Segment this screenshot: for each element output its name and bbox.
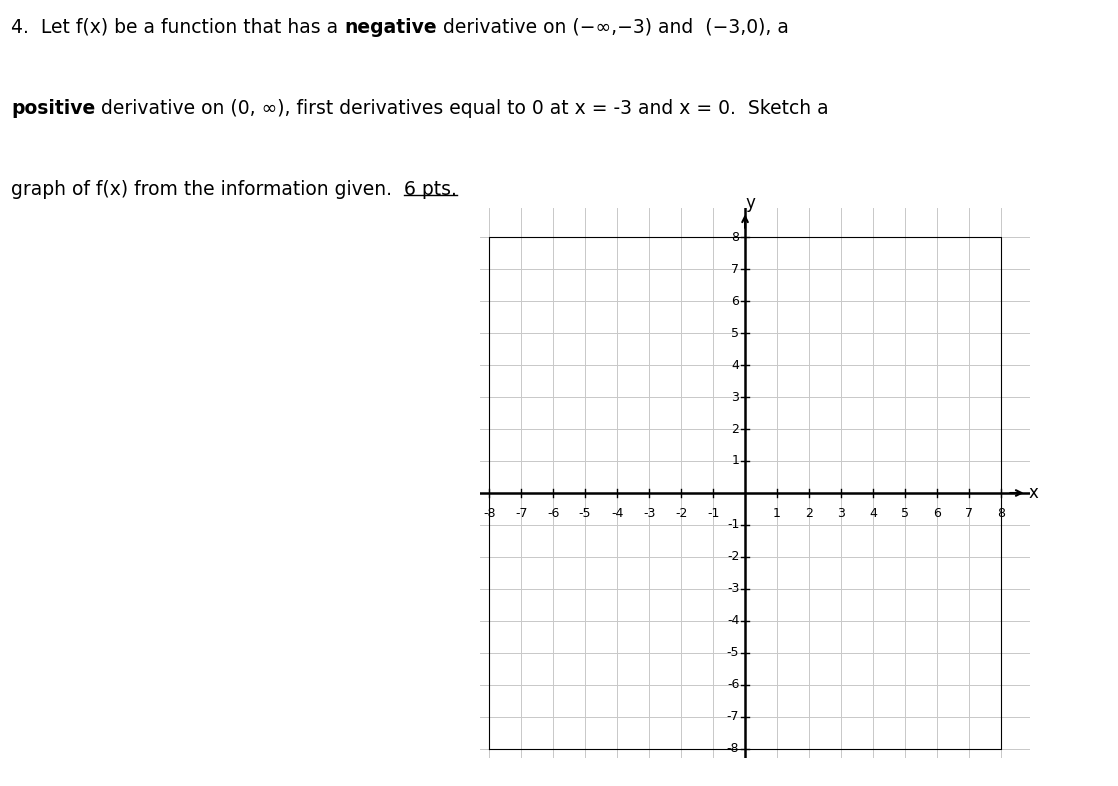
Text: -4: -4 <box>727 615 739 627</box>
Text: -8: -8 <box>727 743 739 755</box>
Text: 2: 2 <box>805 508 813 520</box>
Text: negative: negative <box>344 17 437 37</box>
Text: 1: 1 <box>774 508 781 520</box>
Text: -5: -5 <box>727 646 739 659</box>
Text: positive: positive <box>11 99 95 118</box>
Text: 5: 5 <box>731 326 739 340</box>
Text: -3: -3 <box>727 582 739 596</box>
Text: -2: -2 <box>675 508 688 520</box>
Text: -6: -6 <box>547 508 559 520</box>
Text: graph of f(x) from the information given.: graph of f(x) from the information given… <box>11 181 404 200</box>
Text: 4.  Let f(x) be a function that has a: 4. Let f(x) be a function that has a <box>11 17 344 37</box>
Text: -1: -1 <box>727 519 739 531</box>
Text: -7: -7 <box>515 508 528 520</box>
Text: 8: 8 <box>731 230 739 244</box>
Text: 1: 1 <box>731 454 739 468</box>
Text: -7: -7 <box>727 711 739 723</box>
Text: -8: -8 <box>483 508 495 520</box>
Text: 4: 4 <box>869 508 877 520</box>
Text: 7: 7 <box>965 508 973 520</box>
Text: 3: 3 <box>731 391 739 403</box>
Text: 3: 3 <box>837 508 845 520</box>
Text: -5: -5 <box>579 508 591 520</box>
Text: 4: 4 <box>731 358 739 372</box>
Text: 6: 6 <box>731 295 739 307</box>
Text: x: x <box>1029 484 1038 502</box>
Text: -3: -3 <box>643 508 655 520</box>
Text: derivative on (−∞,−3) and  (−3,0), a: derivative on (−∞,−3) and (−3,0), a <box>437 17 788 37</box>
Text: 6 pts.: 6 pts. <box>404 181 457 200</box>
Text: -6: -6 <box>727 678 739 692</box>
Text: -1: -1 <box>707 508 719 520</box>
Text: 5: 5 <box>901 508 909 520</box>
Text: 7: 7 <box>731 263 739 276</box>
Text: -4: -4 <box>610 508 624 520</box>
Text: -2: -2 <box>727 550 739 564</box>
Text: y: y <box>746 194 756 212</box>
Text: derivative on (0, ∞), first derivatives equal to 0 at x = -3 and x = 0.  Sketch : derivative on (0, ∞), first derivatives … <box>95 99 828 118</box>
Text: 8: 8 <box>997 508 1005 520</box>
Text: 6: 6 <box>934 508 941 520</box>
Text: 2: 2 <box>731 423 739 435</box>
